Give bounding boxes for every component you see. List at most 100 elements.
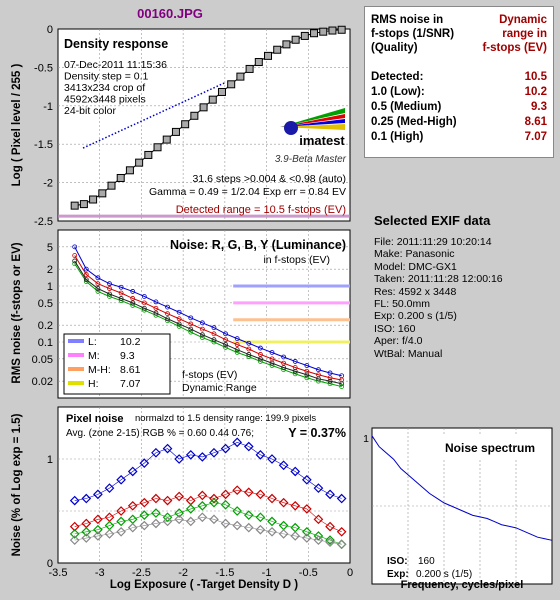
noise-ytick: 0.2 (38, 320, 53, 332)
density-point (254, 58, 263, 67)
noise-point (258, 352, 263, 357)
exif-list: File: 2011:11:29 10:20:14 Make: Panasoni… (374, 236, 503, 360)
pixel-point (81, 533, 92, 543)
noise-point (269, 350, 275, 355)
pixel-point (197, 490, 208, 501)
pixel-point (197, 452, 208, 462)
table-row-value: 10.2 (524, 86, 547, 98)
charts-svg: 0 -0.5 -1 -1.5 -2 -2.5 Log ( Pixel level / 25… (11, 24, 354, 591)
pixel-point (232, 485, 243, 496)
noise-point (258, 356, 263, 362)
pixel-point (116, 506, 126, 516)
pixel-point (81, 526, 92, 537)
pixel-grid (58, 407, 350, 563)
spectrum-line (371, 435, 553, 541)
density-ytick: -0.5 (34, 62, 53, 74)
density-point (227, 80, 236, 89)
noise-point (83, 266, 89, 272)
density-ytick: -1.5 (34, 139, 53, 151)
noise-point (130, 289, 136, 294)
density-point (217, 87, 226, 96)
imatest-logo-text: imatest (299, 133, 345, 148)
table-row-label: 0.25 (Med-High) (371, 116, 457, 128)
table-row-label: 1.0 (Low): (371, 86, 425, 98)
table-row-value: 8.61 (524, 116, 547, 128)
noise-point (165, 304, 170, 310)
table-header-left: RMS noise in f-stops (1/SNR) (Quality) (371, 13, 454, 55)
pixel-point (93, 531, 103, 541)
noise-ylabel: RMS noise (f-stops or EV) (11, 242, 23, 383)
noise-point (165, 316, 170, 322)
density-ylabel: Log ( Pixel level / 255 ) (11, 63, 23, 186)
pixel-point (93, 514, 103, 525)
noise-point (304, 372, 310, 378)
exif-line: Model: DMC-GX1 (374, 260, 457, 273)
pixel-point (255, 512, 266, 523)
noise-point (107, 291, 112, 297)
pixel-point (209, 514, 219, 525)
spectrum-exp: 0.200 s (1/5) (416, 569, 472, 580)
pixel-point (197, 512, 208, 523)
noise-point (292, 359, 298, 364)
pixel-series-G (74, 502, 342, 545)
noise-lines (72, 244, 345, 389)
pixel-point (151, 518, 161, 529)
density-yticks: 0 -0.5 -1 -1.5 -2 -2.5 (34, 24, 53, 228)
noise-point (165, 311, 170, 317)
exif-title: Selected EXIF data (374, 213, 491, 228)
noise-point (223, 342, 228, 347)
noise-ytick: 5 (47, 242, 53, 254)
density-point (199, 103, 208, 112)
pixel-sub2: Avg. (zone 2-15) RGB % = 0.60 0.44 0.76; (66, 428, 254, 439)
noise-point (153, 305, 159, 311)
density-info-line: 24-bit color (64, 105, 116, 117)
pixel-point (185, 449, 196, 460)
density-stats-2: Gamma = 0.49 = 1/2.04 Exp err = 0.84 EV (149, 186, 346, 198)
spectrum-ytick-1: 1 (363, 433, 369, 445)
spectrum-svg: 00.10.20.30.4 1 Noise spectrum ISO: 160 … (363, 427, 553, 591)
noise-point (95, 286, 101, 291)
spectrum-xlabel: Frequency, cycles/pixel (401, 579, 524, 591)
pixel-point (127, 522, 138, 533)
pixel-point (232, 506, 243, 516)
density-point (116, 173, 125, 182)
pixel-point (127, 466, 138, 477)
results-table: RMS noise in f-stops (1/SNR) (Quality) D… (364, 6, 554, 158)
table-header-left-2: f-stops (1/SNR) (371, 28, 455, 40)
density-point (107, 181, 116, 190)
pixel-point (255, 489, 266, 500)
pixel-point (220, 443, 231, 454)
density-point (89, 195, 98, 204)
pixel-ytick: 0 (47, 558, 53, 570)
noise-point (176, 316, 182, 322)
noise-legend-note-2: Dynamic Range (182, 382, 257, 394)
noise-point (327, 381, 333, 387)
exif-line: Taken: 2011:11:28 12:00:16 (374, 273, 503, 286)
noise-yticks: 5 2 1 0.5 0.2 0.1 0.05 0.02 (32, 242, 53, 388)
pixel-point (139, 520, 150, 531)
noise-point (72, 253, 78, 258)
exif-line: WtBal: Manual (374, 347, 443, 360)
table-row-value: 10.5 (524, 71, 547, 83)
pixel-point (313, 483, 324, 493)
noise-point (141, 294, 147, 299)
density-point (319, 27, 328, 36)
table-row-label: 0.1 (High) (371, 131, 424, 143)
table-header-right-1: Dynamic (499, 14, 547, 26)
density-point (144, 150, 153, 159)
pixel-xtick: -3 (95, 567, 105, 579)
pixel-point (174, 454, 185, 464)
pixel-xticks: -3.5 -3 -2.5 -2 -1.5 -1 -0.5 0 (49, 567, 354, 579)
pixel-point (69, 535, 80, 545)
table-row: 0.5 (Medium) 9.3 (371, 101, 547, 115)
noise-ytick: 1 (47, 281, 53, 293)
pixel-point (81, 493, 92, 504)
pixel-point (127, 500, 138, 511)
noise-point (281, 354, 287, 360)
pixel-ytick: 1 (47, 454, 53, 466)
pixel-point (139, 510, 150, 521)
pixel-point (162, 516, 173, 527)
noise-point (258, 359, 263, 364)
noise-point (118, 284, 124, 290)
